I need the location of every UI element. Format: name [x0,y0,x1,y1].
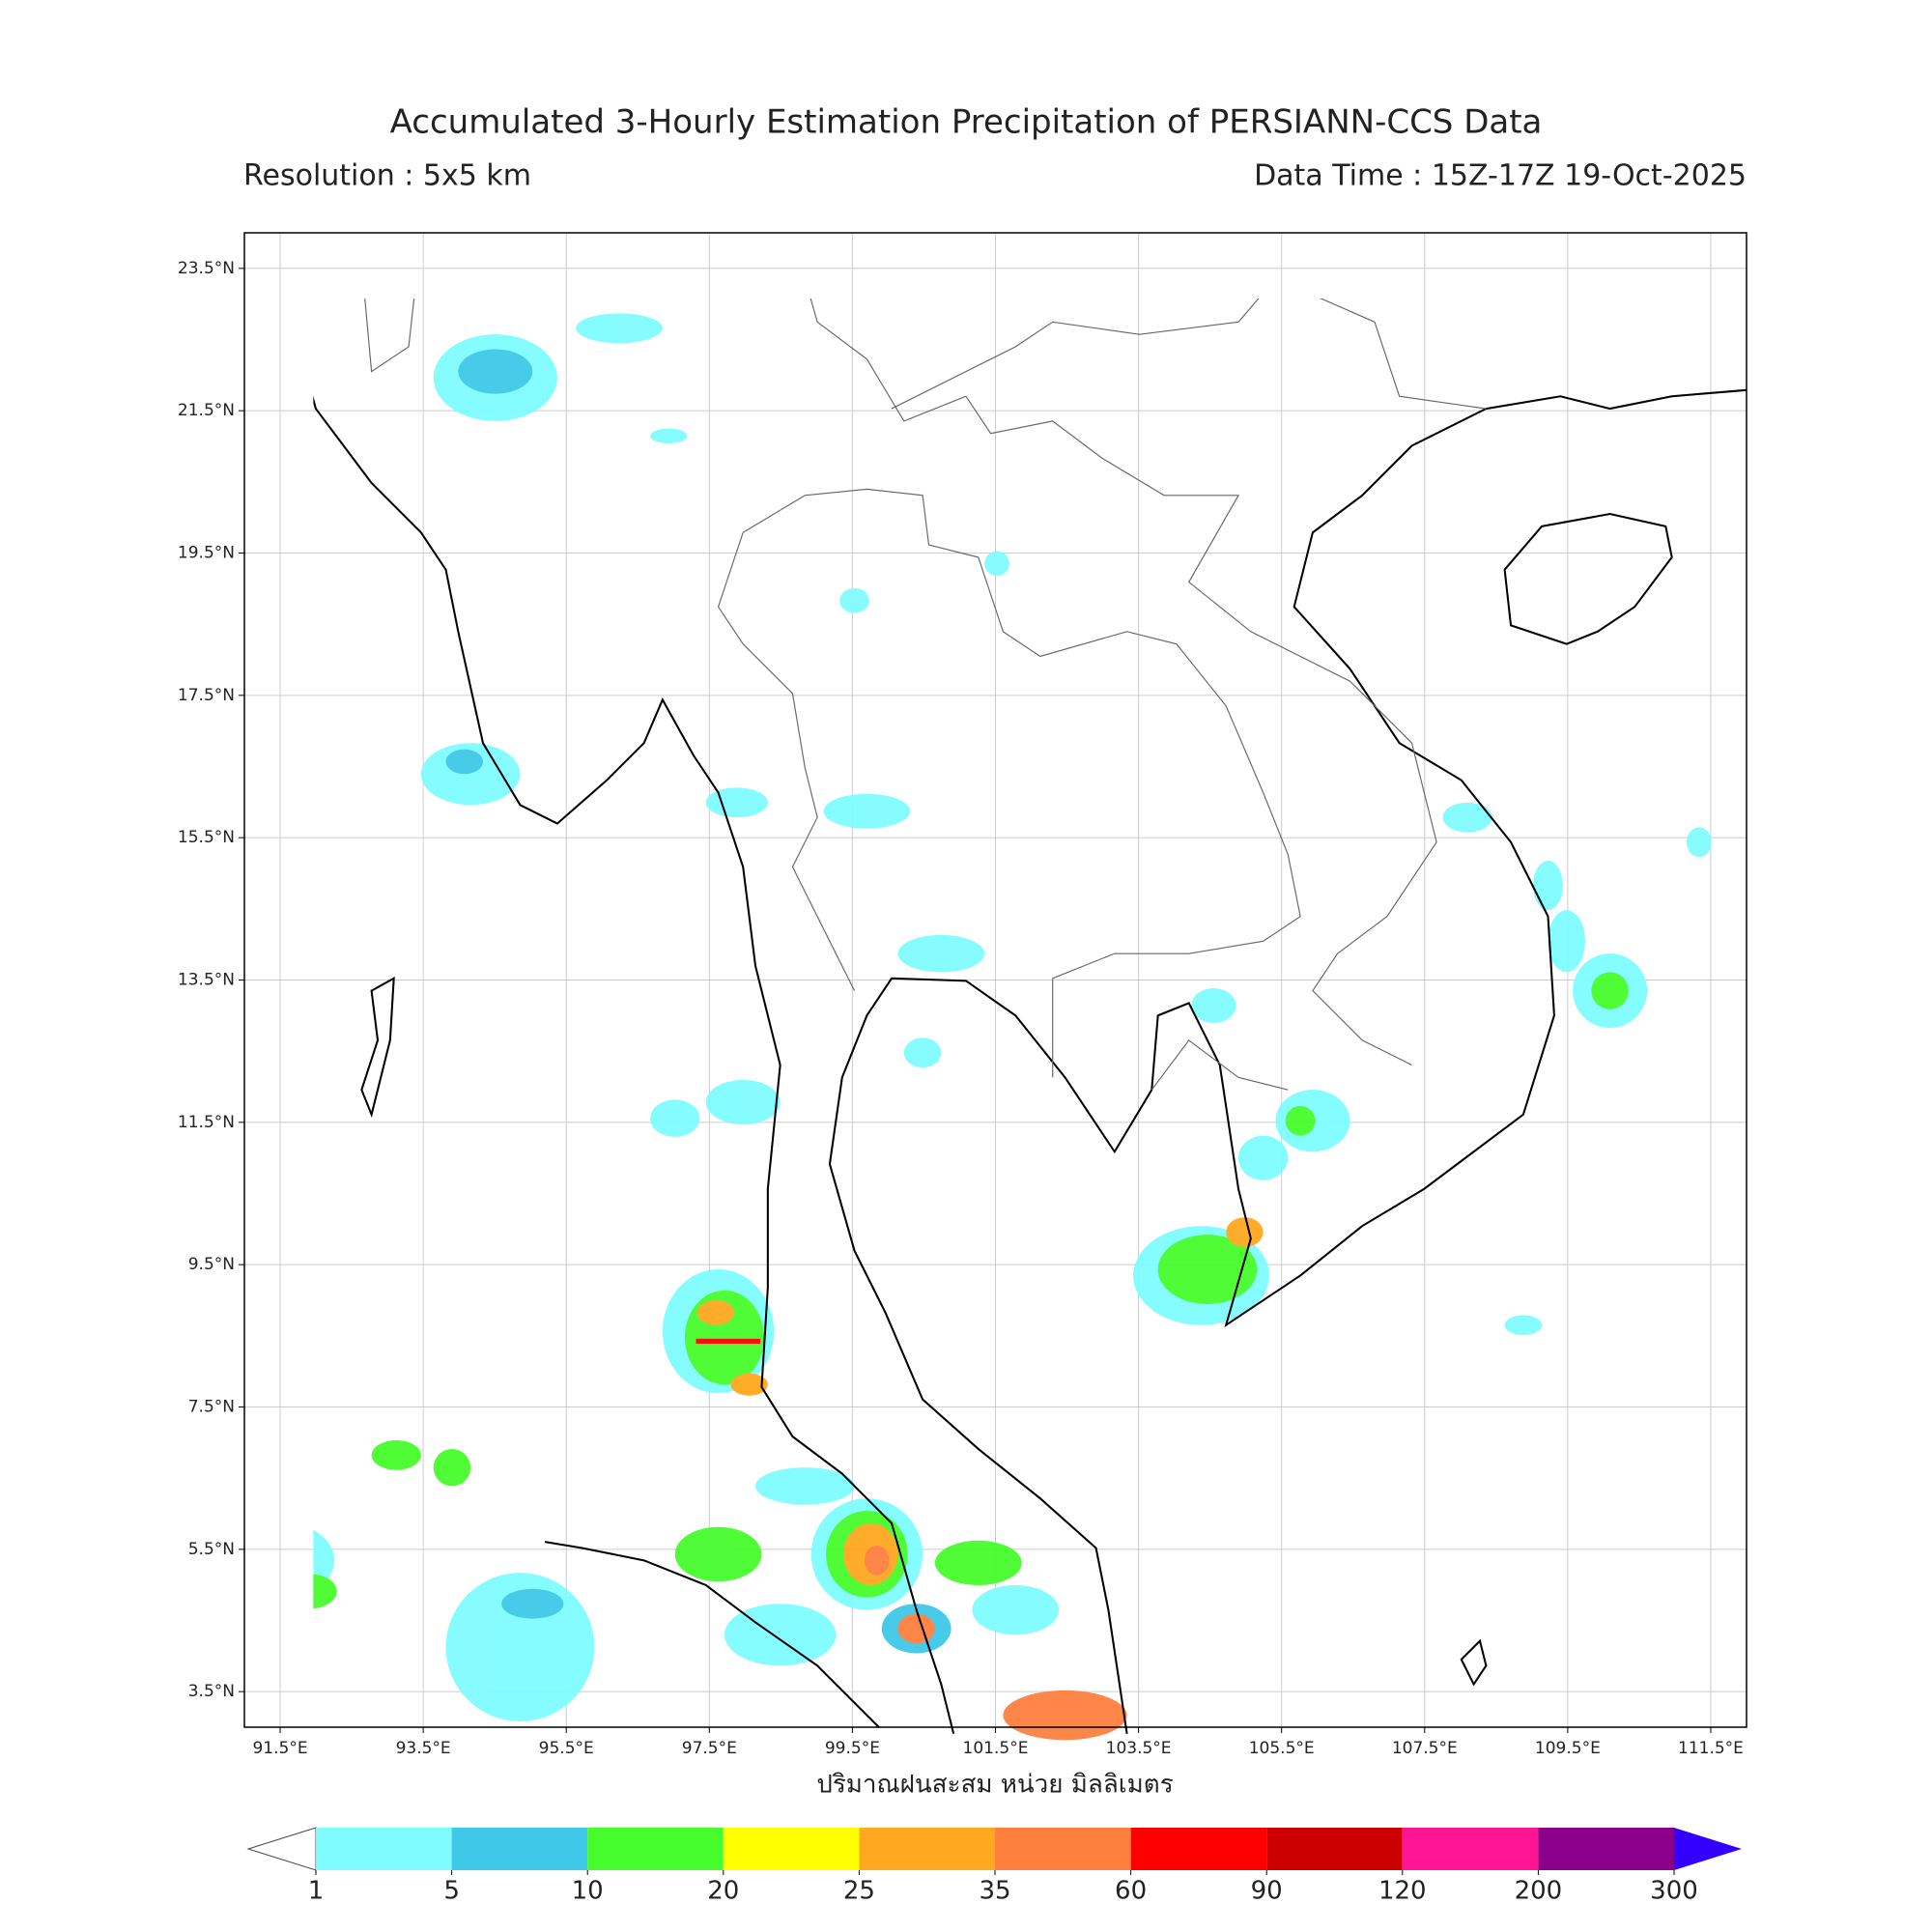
y-tick-label: 17.5°N [178,686,235,705]
colorbar-swatch [587,1828,724,1870]
x-tick-label: 107.5°E [1392,1739,1458,1758]
x-tick-label: 105.5°E [1249,1739,1315,1758]
coastline [828,388,1747,1734]
y-tick-label: 11.5°N [178,1113,235,1132]
colorbar-label: 60 [1115,1877,1147,1906]
colorbar-label: 300 [1650,1877,1698,1906]
border [891,298,1487,410]
colorbar-label: 120 [1378,1877,1427,1906]
x-tick-label: 109.5°E [1535,1739,1601,1758]
x-tick-label: 103.5°E [1106,1739,1172,1758]
y-tick-label: 7.5°N [188,1398,235,1417]
border [742,488,1301,1078]
map-layer [313,267,1747,1741]
border [1151,1039,1289,1091]
colorbar-label: 5 [443,1877,460,1906]
colorbar-swatch [995,1828,1131,1870]
colorbar-over [1674,1828,1742,1870]
subtitle-left: Resolution : 5x5 km [243,159,531,193]
colorbar-swatch [316,1828,452,1870]
x-tick-label: 99.5°E [825,1739,880,1758]
y-tick-label: 13.5°N [178,971,235,990]
colorbar-label: 20 [707,1877,739,1906]
colorbar-under [246,1827,317,1871]
x-tick-label: 91.5°E [252,1739,307,1758]
border [364,298,415,373]
y-tick-label: 15.5°N [178,828,235,847]
colorbar-label: 1 [308,1877,325,1906]
subtitle-right: Data Time : 15Z-17Z 19-Oct-2025 [1254,159,1747,193]
x-tick-label: 111.5°E [1678,1739,1744,1758]
colorbar-swatch [1402,1828,1539,1870]
colorbar-swatch [1130,1828,1267,1870]
colorbar-label: 25 [843,1877,875,1906]
colorbar-swatch [1266,1828,1403,1870]
x-axis-label: ปริมาณฝนสะสม หน่วย มิลลิเมตร [816,1771,1173,1800]
colorbar: 1 5 10 20 25 35 60 90 120 200 300 [246,1827,1742,1906]
coastline [544,1541,880,1729]
colorbar-label: 90 [1251,1877,1283,1906]
x-tick-label: 95.5°E [539,1739,594,1758]
colorbar-swatch [859,1828,995,1870]
coastline [360,976,395,1119]
y-tick-label: 21.5°N [178,401,235,420]
coastline [1460,1638,1488,1687]
colorbar-swatch [723,1828,860,1870]
coastline [1610,267,1744,298]
colorbar-label: 10 [572,1877,604,1906]
y-tick-label: 23.5°N [178,259,235,278]
rain-areas [313,313,1712,1741]
colorbar-swatch [451,1828,588,1870]
x-tick-label: 97.5°E [682,1739,737,1758]
border [810,298,1437,1066]
colorbar-swatch [1538,1828,1674,1870]
title: Accumulated 3-Hourly Estimation Precipit… [390,103,1543,142]
y-tick-label: 3.5°N [188,1682,235,1701]
coastline [313,395,955,1735]
y-tick-label: 19.5°N [178,544,235,563]
grid-layer [244,233,1747,1727]
colorbar-label: 200 [1515,1877,1563,1906]
colorbar-label: 35 [979,1877,1010,1906]
border [717,532,856,991]
x-tick-label: 93.5°E [396,1739,451,1758]
x-tick-label: 101.5°E [963,1739,1029,1758]
y-tick-label: 5.5°N [188,1540,235,1559]
coastline [1503,512,1673,645]
y-tick-label: 9.5°N [188,1255,235,1274]
